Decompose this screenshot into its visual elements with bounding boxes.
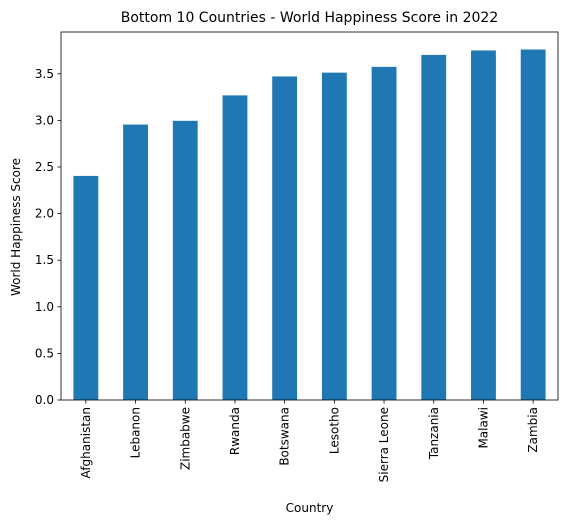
bar-lesotho	[321, 72, 347, 400]
x-tick-label: Zimbabwe	[178, 407, 192, 470]
y-tick-label: 2.5	[35, 160, 54, 174]
bar-sierra-leone	[371, 66, 397, 401]
plot-area: 0.0 0.5 1.0 1.5 2.0 2.5 3.0 3.5 Afghanistan Leban…	[35, 31, 559, 482]
y-tick-label: 3.5	[35, 67, 54, 81]
y-tick-label: 2.0	[35, 207, 54, 221]
bar-zimbabwe	[172, 120, 198, 400]
x-tick-label: Tanzania	[427, 407, 441, 460]
x-axis-label: Country	[286, 501, 334, 515]
y-tick-label: 0.5	[35, 346, 54, 360]
bar-botswana	[272, 76, 298, 401]
bar-rwanda	[222, 95, 248, 400]
bar-zambia	[520, 49, 546, 401]
x-tick-label: Sierra Leone	[377, 407, 391, 482]
plot-frame	[60, 31, 559, 401]
x-tick-label: Malawi	[476, 407, 490, 449]
y-tick-label: 3.0	[35, 113, 54, 127]
bar-tanzania	[421, 54, 447, 401]
bar-lebanon	[123, 124, 148, 400]
bar-afghanistan	[73, 175, 99, 400]
y-tick-label: 1.5	[35, 253, 54, 267]
bar-malawi	[471, 50, 496, 401]
x-tick-label: Zambia	[526, 407, 540, 453]
y-tick-label: 0.0	[35, 393, 54, 407]
x-tick-label: Lesotho	[327, 407, 341, 454]
x-tick-label: Rwanda	[228, 407, 242, 455]
x-tick-label: Afghanistan	[79, 407, 93, 478]
y-tick-label: 1.0	[35, 300, 54, 314]
x-tick-label: Botswana	[278, 407, 292, 466]
x-tick-label: Lebanon	[129, 407, 143, 458]
chart-title: Bottom 10 Countries - World Happiness Sc…	[121, 10, 499, 26]
y-axis-label: World Happiness Score	[9, 158, 23, 296]
